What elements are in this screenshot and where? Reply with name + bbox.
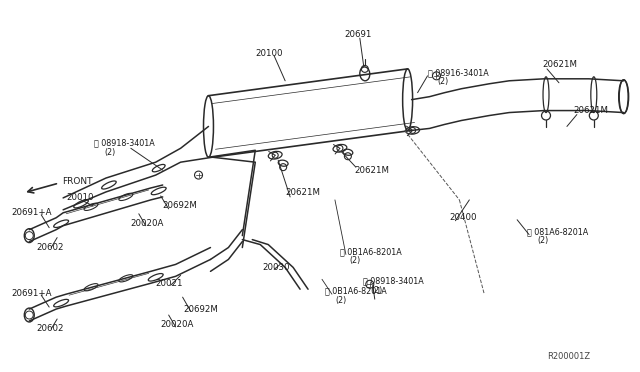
- Text: 20621M: 20621M: [355, 166, 390, 174]
- Text: 20691+A: 20691+A: [12, 289, 52, 298]
- Text: 20030: 20030: [262, 263, 290, 272]
- Text: Ⓑ 081A6-8201A: Ⓑ 081A6-8201A: [527, 227, 588, 236]
- Text: 20602: 20602: [36, 324, 64, 333]
- Text: 20602: 20602: [36, 243, 64, 252]
- Text: (2): (2): [104, 148, 115, 157]
- Text: 20021: 20021: [156, 279, 183, 288]
- Text: 20020A: 20020A: [131, 219, 164, 228]
- Text: 20621M: 20621M: [285, 189, 320, 198]
- Text: 20692M: 20692M: [163, 201, 198, 210]
- Text: ⓝ 08918-3401A: ⓝ 08918-3401A: [94, 139, 155, 148]
- Text: 20691: 20691: [344, 30, 371, 39]
- Text: FRONT: FRONT: [62, 177, 93, 186]
- Text: 20621M: 20621M: [542, 60, 577, 70]
- Text: 20010: 20010: [66, 193, 93, 202]
- Text: (2): (2): [372, 286, 383, 295]
- Text: (2): (2): [335, 296, 346, 305]
- Text: Ⓑ 0B1A6-8201A: Ⓑ 0B1A6-8201A: [325, 287, 387, 296]
- Text: Ⓑ 0B1A6-8201A: Ⓑ 0B1A6-8201A: [340, 247, 402, 256]
- Text: ⓝ 08916-3401A: ⓝ 08916-3401A: [428, 68, 488, 77]
- Text: (2): (2): [350, 256, 361, 265]
- Text: (2): (2): [438, 77, 449, 86]
- Text: 20621M: 20621M: [573, 106, 608, 115]
- Text: (2): (2): [537, 236, 548, 245]
- Text: 20100: 20100: [255, 48, 283, 58]
- Text: 20400: 20400: [449, 213, 477, 222]
- Text: 20020A: 20020A: [161, 320, 194, 330]
- Text: ⓝ 08918-3401A: ⓝ 08918-3401A: [363, 277, 424, 286]
- Text: R200001Z: R200001Z: [547, 352, 590, 361]
- Text: 20692M: 20692M: [184, 305, 218, 314]
- Text: 20691+A: 20691+A: [12, 208, 52, 217]
